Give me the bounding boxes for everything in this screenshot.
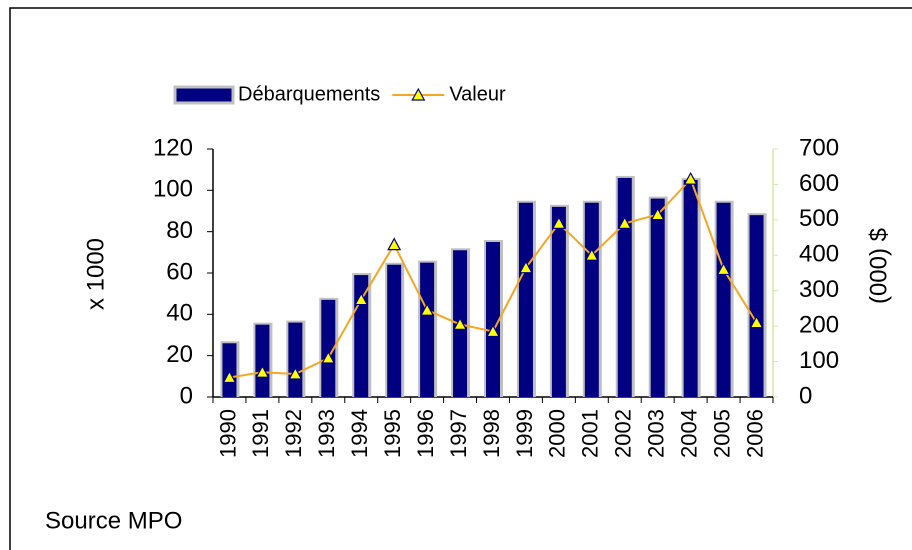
marker	[453, 317, 468, 330]
x-tick-label: 2004	[676, 409, 701, 458]
bar	[584, 202, 599, 397]
y2-tick-label: 400	[799, 241, 839, 268]
marker	[551, 216, 566, 229]
legend-swatch	[173, 85, 235, 105]
bar	[255, 324, 270, 397]
marker	[716, 262, 731, 276]
bar	[551, 206, 566, 397]
x-tick-label: 1998	[479, 409, 504, 458]
bar	[486, 242, 500, 397]
x-tick-label: 1996	[413, 409, 438, 458]
bar	[321, 299, 336, 397]
x-tick-label: 1997	[446, 409, 471, 458]
bar	[617, 177, 632, 397]
legend-label: Débarquements	[238, 83, 380, 105]
x-tick-label: 1994	[347, 409, 372, 458]
bar	[420, 262, 435, 397]
marker	[650, 207, 665, 221]
bar	[387, 264, 402, 397]
marker	[387, 237, 402, 251]
y-tick-label: 0	[180, 382, 193, 409]
bar	[288, 322, 303, 397]
marker	[683, 171, 698, 185]
marker	[354, 292, 369, 306]
x-tick-label: 1991	[248, 409, 273, 458]
x-tick-label: 1990	[215, 409, 240, 458]
x-tick-label: 1999	[512, 409, 537, 458]
x-tick-label: 1992	[281, 409, 306, 458]
y2-tick-label: 700	[799, 134, 839, 161]
legend-label: Valeur	[449, 83, 506, 105]
marker	[749, 315, 764, 329]
x-tick-label: 1993	[314, 409, 339, 458]
marker	[255, 364, 270, 378]
source: Source MPO	[45, 507, 182, 534]
y2-tick-label: 100	[799, 347, 839, 374]
y2-tick-label: 600	[799, 170, 839, 197]
marker	[584, 248, 599, 261]
bar	[222, 343, 237, 397]
y-tick-label: 20	[166, 341, 193, 368]
y2-tick-label: 0	[799, 382, 812, 409]
bar	[749, 215, 764, 397]
bar	[716, 202, 731, 397]
y-tick-label: 40	[166, 300, 193, 327]
x-tick-label: 2001	[578, 409, 603, 458]
marker	[222, 370, 237, 384]
x-tick-label: 2002	[611, 409, 636, 458]
y2-tick-label: 500	[799, 205, 839, 232]
x-tick-label: 2000	[545, 409, 570, 458]
bar	[650, 198, 665, 397]
y-tick-label: 60	[166, 258, 193, 285]
x-tick-label: 2003	[644, 409, 669, 458]
frame	[9, 7, 912, 550]
marker	[288, 366, 303, 380]
marker	[518, 260, 533, 274]
bar	[518, 202, 533, 397]
y-tick-label: 80	[166, 217, 193, 244]
x-tick-label: 1995	[380, 409, 405, 458]
y2-tick-label: 300	[799, 276, 839, 303]
y-tick-label: 100	[153, 176, 193, 203]
legend-marker	[411, 87, 426, 101]
y2-axis-label: (000) $	[865, 228, 892, 304]
marker	[617, 216, 632, 229]
marker	[485, 324, 501, 338]
y-axis-label: x 1000	[82, 238, 109, 310]
marker	[420, 302, 435, 316]
x-tick-label: 2005	[709, 409, 734, 458]
y-tick-label: 120	[153, 134, 193, 161]
y2-tick-label: 200	[799, 311, 839, 338]
bar	[683, 180, 698, 397]
x-tick-label: 2006	[742, 409, 767, 458]
marker	[321, 350, 336, 364]
